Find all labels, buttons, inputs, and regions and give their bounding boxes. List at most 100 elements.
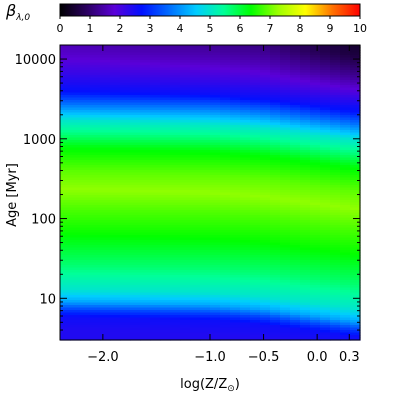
heatmap-cell — [190, 270, 201, 274]
heatmap-cell — [180, 305, 191, 309]
heatmap-cell — [130, 82, 141, 86]
heatmap-cell — [270, 47, 281, 51]
heatmap-cell — [270, 322, 281, 326]
heatmap-cell — [350, 117, 361, 121]
heatmap-cell — [280, 282, 291, 286]
heatmap-cell — [210, 132, 221, 136]
heatmap-cell — [160, 167, 171, 171]
heatmap-cell — [70, 312, 81, 316]
heatmap-cell — [110, 222, 121, 226]
heatmap-cell — [170, 327, 181, 331]
heatmap-cell — [240, 137, 251, 141]
heatmap-cell — [320, 235, 331, 239]
heatmap-cell — [140, 212, 151, 216]
heatmap-cell — [290, 270, 301, 274]
heatmap-cell — [140, 327, 151, 331]
heatmap-cell — [160, 212, 171, 216]
heatmap-cell — [270, 67, 281, 71]
heatmap-cell — [340, 215, 351, 219]
heatmap-cell — [70, 190, 81, 194]
heatmap-cell — [90, 182, 101, 186]
heatmap-cell — [60, 130, 71, 134]
y-axis-label: Age [Myr] — [5, 163, 20, 227]
heatmap-cell — [180, 110, 191, 114]
heatmap-cell — [80, 317, 91, 321]
heatmap-cell — [250, 82, 261, 86]
heatmap-cell — [310, 205, 321, 209]
heatmap-cell — [80, 200, 91, 204]
heatmap-cell — [120, 332, 131, 336]
heatmap-cell — [80, 162, 91, 166]
heatmap-cell — [320, 257, 331, 261]
heatmap-cell — [120, 252, 131, 256]
heatmap-cell — [170, 55, 181, 59]
heatmap-cell — [330, 245, 341, 249]
heatmap-cell — [240, 312, 251, 316]
heatmap-cell — [300, 212, 311, 216]
heatmap-cell — [160, 185, 171, 189]
heatmap-cell — [110, 327, 121, 331]
heatmap-cell — [100, 157, 111, 161]
heatmap-cell — [320, 227, 331, 231]
heatmap-cell — [170, 85, 181, 89]
heatmap-cell — [220, 217, 231, 221]
heatmap-cell — [340, 105, 351, 109]
heatmap-cell — [230, 105, 241, 109]
heatmap-cell — [250, 45, 261, 49]
heatmap-cell — [340, 80, 351, 84]
heatmap-cell — [340, 302, 351, 306]
heatmap-cell — [310, 302, 321, 306]
heatmap-cell — [190, 187, 201, 191]
heatmap-cell — [250, 295, 261, 299]
heatmap-cell — [110, 335, 121, 339]
heatmap-cell — [250, 147, 261, 151]
heatmap-cell — [170, 210, 181, 214]
heatmap-cell — [180, 50, 191, 54]
heatmap-cell — [70, 185, 81, 189]
heatmap-cell — [300, 225, 311, 229]
heatmap-cell — [70, 280, 81, 284]
heatmap-cell — [240, 202, 251, 206]
heatmap-cell — [210, 307, 221, 311]
heatmap-cell — [120, 230, 131, 234]
heatmap-cell — [270, 325, 281, 329]
heatmap-cell — [110, 250, 121, 254]
heatmap-cell — [220, 205, 231, 209]
heatmap-cell — [100, 317, 111, 321]
heatmap-cell — [180, 330, 191, 334]
heatmap-cell — [180, 75, 191, 79]
heatmap-cell — [320, 147, 331, 151]
heatmap-cell — [200, 292, 211, 296]
heatmap-cell — [200, 322, 211, 326]
heatmap-cell — [280, 127, 291, 131]
heatmap-cell — [330, 225, 341, 229]
heatmap-cell — [110, 232, 121, 236]
heatmap-cell — [160, 137, 171, 141]
heatmap-cell — [150, 272, 161, 276]
heatmap-cell — [260, 157, 271, 161]
heatmap-cell — [320, 292, 331, 296]
heatmap-cell — [300, 305, 311, 309]
heatmap-cell — [190, 255, 201, 259]
heatmap-cell — [340, 200, 351, 204]
heatmap-cell — [150, 72, 161, 76]
heatmap-cell — [170, 290, 181, 294]
heatmap-cell — [70, 65, 81, 69]
heatmap-cell — [130, 280, 141, 284]
heatmap-cell — [220, 147, 231, 151]
heatmap-cell — [240, 330, 251, 334]
heatmap-cell — [210, 137, 221, 141]
heatmap-cell — [140, 280, 151, 284]
heatmap-cell — [70, 240, 81, 244]
heatmap-cell — [120, 315, 131, 319]
heatmap-cell — [250, 312, 261, 316]
heatmap-cell — [220, 307, 231, 311]
heatmap-cell — [240, 207, 251, 211]
heatmap-cell — [70, 317, 81, 321]
heatmap-cell — [170, 90, 181, 94]
heatmap-cell — [100, 60, 111, 64]
heatmap-cell — [320, 152, 331, 156]
heatmap-cell — [180, 257, 191, 261]
heatmap-cell — [200, 252, 211, 256]
heatmap-cell — [260, 87, 271, 91]
